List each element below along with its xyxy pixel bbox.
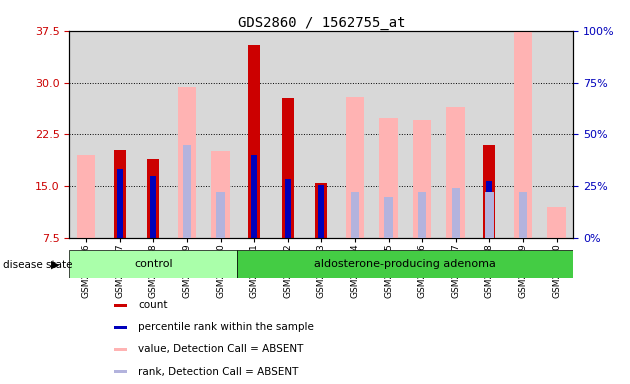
- Text: aldosterone-producing adenoma: aldosterone-producing adenoma: [314, 259, 496, 269]
- Bar: [485, 192, 493, 238]
- Bar: [113, 348, 127, 351]
- Bar: [346, 97, 364, 238]
- Title: GDS2860 / 1562755_at: GDS2860 / 1562755_at: [238, 16, 405, 30]
- Bar: [69, 250, 238, 278]
- Bar: [183, 145, 191, 238]
- Bar: [238, 250, 573, 278]
- Bar: [452, 188, 460, 238]
- Bar: [483, 145, 495, 238]
- Bar: [379, 118, 398, 238]
- Text: control: control: [134, 259, 173, 269]
- Text: rank, Detection Call = ABSENT: rank, Detection Call = ABSENT: [138, 366, 299, 377]
- Bar: [413, 120, 432, 238]
- Bar: [318, 185, 324, 238]
- Bar: [77, 155, 95, 238]
- Bar: [178, 87, 196, 238]
- Bar: [113, 370, 127, 373]
- Bar: [351, 192, 359, 238]
- Bar: [285, 179, 290, 238]
- Bar: [384, 197, 392, 238]
- Bar: [117, 169, 123, 238]
- Text: disease state: disease state: [3, 260, 72, 270]
- Bar: [520, 181, 526, 238]
- Bar: [211, 151, 230, 238]
- Text: percentile rank within the sample: percentile rank within the sample: [138, 322, 314, 333]
- Bar: [113, 304, 127, 307]
- Text: count: count: [138, 300, 168, 310]
- Text: ▶: ▶: [52, 260, 60, 270]
- Bar: [513, 31, 532, 238]
- Bar: [316, 183, 327, 238]
- Bar: [216, 192, 225, 238]
- Bar: [418, 192, 427, 238]
- Bar: [248, 45, 260, 238]
- Text: value, Detection Call = ABSENT: value, Detection Call = ABSENT: [138, 344, 304, 354]
- Bar: [547, 207, 566, 238]
- Bar: [486, 181, 492, 238]
- Bar: [151, 176, 156, 238]
- Bar: [251, 155, 257, 238]
- Bar: [147, 159, 159, 238]
- Bar: [518, 192, 527, 238]
- Bar: [114, 150, 125, 238]
- Bar: [282, 98, 294, 238]
- Bar: [517, 145, 529, 238]
- Bar: [447, 108, 465, 238]
- Bar: [113, 326, 127, 329]
